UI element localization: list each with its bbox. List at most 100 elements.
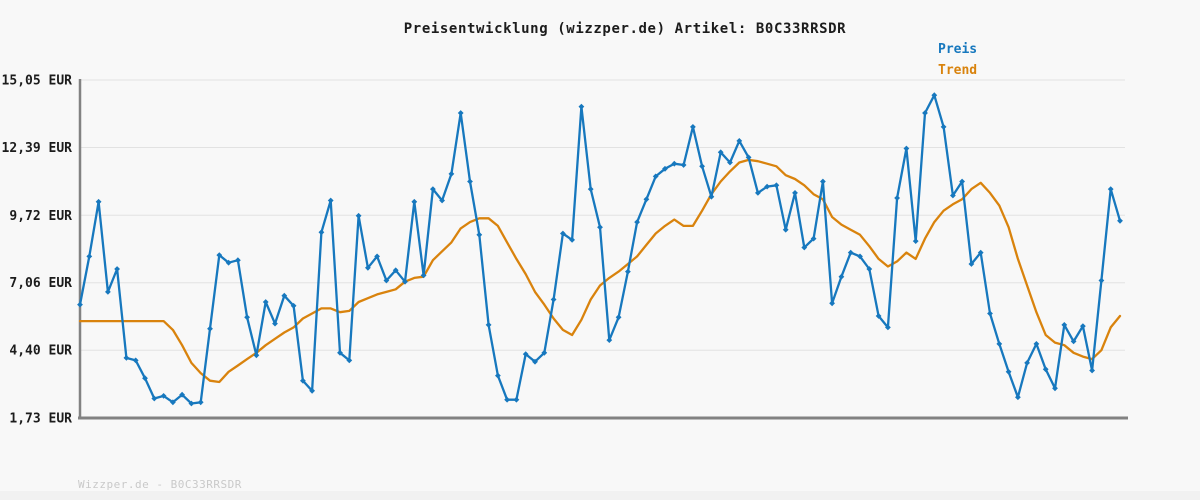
price-point-marker: [1015, 394, 1021, 401]
price-point-marker: [327, 197, 334, 204]
price-point-marker: [272, 320, 278, 327]
price-point-marker: [383, 277, 390, 284]
price-point-marker: [430, 186, 436, 192]
price-point-marker: [773, 182, 780, 189]
price-point-marker: [207, 325, 213, 332]
price-point-marker: [1098, 277, 1105, 284]
price-point-marker: [912, 238, 919, 244]
price-point-marker: [86, 253, 93, 260]
price-point-marker: [625, 268, 631, 275]
price-point-marker: [216, 252, 223, 258]
price-point-marker: [457, 110, 464, 116]
price-point-marker: [792, 190, 798, 196]
price-point-marker: [290, 302, 297, 309]
price-point-marker: [866, 266, 873, 272]
price-point-marker: [420, 272, 427, 279]
price-point-marker: [77, 301, 83, 308]
price-point-marker: [680, 162, 687, 168]
price-point-marker: [374, 253, 380, 260]
price-point-marker: [736, 138, 743, 144]
price-point-marker: [123, 355, 130, 361]
price-point-marker: [495, 372, 501, 379]
price-point-marker: [1061, 322, 1068, 328]
price-point-marker: [132, 357, 139, 364]
price-point-marker: [764, 183, 770, 190]
price-point-marker: [587, 186, 594, 192]
price-point-marker: [782, 226, 789, 233]
chart-title: Preisentwicklung (wizzper.de) Artikel: B…: [403, 21, 847, 37]
price-point-marker: [392, 267, 399, 274]
legend-item-preis: Preis: [938, 42, 978, 57]
price-point-marker: [262, 299, 269, 305]
price-point-marker: [950, 192, 956, 199]
price-point-marker: [411, 198, 418, 205]
price-point-marker: [959, 178, 965, 185]
price-point-marker: [142, 375, 148, 382]
price-point-marker: [114, 266, 120, 272]
watermark-text: Wizzper.de - B0C33RRSDR: [78, 478, 242, 491]
price-point-marker: [977, 249, 984, 256]
price-point-marker: [105, 289, 111, 295]
price-point-marker: [318, 229, 325, 236]
price-point-marker: [606, 337, 613, 343]
price-point-marker: [1052, 385, 1058, 392]
price-point-marker: [1005, 368, 1012, 375]
price-point-marker: [355, 212, 362, 219]
price-point-marker: [829, 300, 835, 307]
price-point-marker: [225, 259, 232, 266]
price-point-marker: [810, 235, 817, 242]
trend-line: [78, 158, 1122, 384]
price-point-marker: [476, 231, 483, 238]
price-point-marker: [560, 230, 566, 237]
price-point-marker: [578, 103, 585, 110]
price-point-marker: [597, 224, 603, 231]
price-point-marker: [1089, 367, 1095, 374]
price-point-marker: [940, 124, 947, 130]
price-point-marker: [504, 396, 510, 403]
y-axis-tick-label: 15,05 EUR: [2, 74, 73, 89]
price-point-marker: [485, 322, 492, 328]
price-point-marker: [1042, 366, 1049, 373]
price-point-marker: [569, 237, 575, 243]
price-point-marker: [550, 296, 557, 303]
price-point-marker: [197, 399, 204, 406]
price-point-marker: [885, 324, 891, 331]
price-point-marker: [820, 178, 826, 185]
price-point-marker: [532, 358, 538, 365]
price-point-marker: [931, 92, 938, 99]
price-point-marker: [300, 377, 306, 384]
price-point-marker: [522, 351, 529, 357]
price-point-marker: [253, 352, 260, 359]
legend-item-trend: Trend: [938, 63, 978, 78]
y-axis-tick-label: 1,73 EUR: [9, 412, 72, 427]
price-point-marker: [634, 219, 640, 225]
price-point-marker: [615, 314, 622, 321]
price-point-marker: [513, 396, 520, 403]
price-line: [78, 94, 1122, 405]
price-point-marker: [95, 198, 102, 205]
price-point-marker: [160, 393, 167, 399]
price-point-marker: [170, 399, 176, 406]
price-point-marker: [857, 253, 863, 260]
price-point-marker: [1033, 341, 1040, 347]
price-point-marker: [875, 313, 882, 319]
price-point-marker: [188, 400, 195, 407]
price-point-marker: [643, 196, 650, 203]
price-point-marker: [745, 154, 752, 161]
price-point-marker: [1070, 338, 1077, 345]
bottom-strip: [0, 491, 1200, 500]
price-point-marker: [1080, 323, 1086, 329]
price-point-marker: [968, 261, 975, 267]
price-point-marker: [281, 292, 288, 299]
price-point-marker: [801, 244, 808, 251]
price-point-marker: [690, 124, 696, 130]
price-point-marker: [309, 387, 315, 394]
price-point-marker: [244, 314, 250, 321]
price-point-marker: [151, 395, 158, 402]
price-point-marker: [448, 171, 455, 177]
price-point-marker: [652, 173, 659, 180]
y-axis-tick-label: 4,40 EUR: [9, 344, 72, 359]
price-point-marker: [467, 178, 473, 185]
